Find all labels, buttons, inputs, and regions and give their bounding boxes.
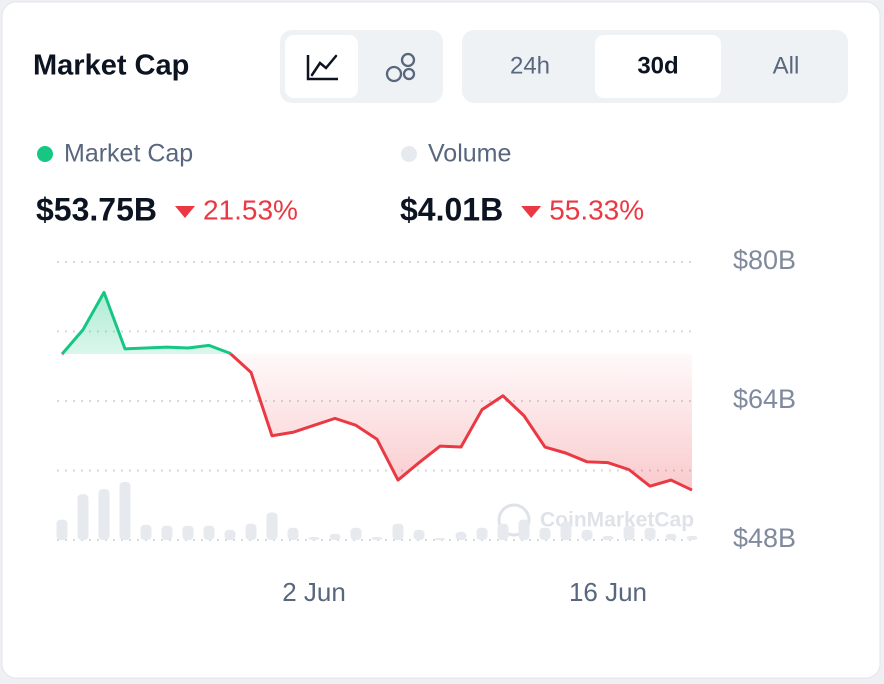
volume-bar bbox=[455, 531, 467, 540]
line-icon-axis bbox=[306, 55, 338, 81]
volume-bar bbox=[56, 519, 68, 540]
watermark-logo bbox=[497, 503, 531, 537]
volume-bar bbox=[329, 533, 341, 540]
volume-bar bbox=[539, 527, 551, 540]
volume-bar bbox=[308, 536, 320, 540]
legend-label: Volume bbox=[428, 140, 511, 168]
volume-bar bbox=[119, 482, 131, 540]
range-selected[interactable] bbox=[595, 35, 721, 98]
volume-bar bbox=[476, 527, 488, 540]
volume-bar bbox=[644, 527, 656, 540]
x-tick-label: 2 Jun bbox=[282, 577, 346, 607]
volume-bar bbox=[371, 536, 383, 540]
change-percent: 55.33% bbox=[549, 194, 644, 225]
legend-label: Market Cap bbox=[64, 140, 193, 168]
y-tick-label: $64B bbox=[733, 384, 796, 414]
current-value: $53.75B bbox=[36, 191, 157, 227]
line-icon bbox=[310, 54, 338, 77]
volume-bar bbox=[497, 523, 509, 540]
volume-bar bbox=[581, 529, 593, 540]
market-cap-line bbox=[60, 290, 693, 492]
volume-bar bbox=[560, 521, 572, 540]
watermark: CoinMarketCap bbox=[540, 509, 694, 532]
volume-bar bbox=[140, 524, 152, 540]
area bbox=[62, 292, 692, 491]
volume-bar bbox=[623, 525, 635, 540]
volume-bar bbox=[413, 529, 425, 540]
volume-bar bbox=[665, 533, 677, 540]
volume-bar bbox=[686, 535, 698, 540]
volume-bar bbox=[77, 494, 89, 540]
title: Market Cap bbox=[33, 50, 189, 82]
bubble-chart-button[interactable] bbox=[385, 52, 416, 83]
legend-dot bbox=[401, 146, 417, 162]
volume-bar bbox=[350, 527, 362, 540]
volume-bar bbox=[98, 489, 110, 540]
down-arrow bbox=[521, 206, 542, 218]
y-tick-label: $80B bbox=[733, 245, 796, 275]
volume-bar bbox=[434, 537, 446, 540]
volume-bar bbox=[245, 523, 257, 540]
range-button[interactable]: 24h bbox=[510, 52, 550, 79]
down-arrow bbox=[174, 206, 195, 218]
volume-bar bbox=[161, 525, 173, 540]
range-button[interactable]: All bbox=[773, 52, 800, 79]
line-chart-button[interactable] bbox=[285, 35, 358, 98]
volume-bar bbox=[518, 519, 530, 540]
volume-bar bbox=[203, 525, 215, 540]
current-value: $4.01B bbox=[400, 191, 503, 227]
volume-bar bbox=[602, 535, 614, 540]
volume-bar bbox=[266, 512, 278, 540]
volume-bar bbox=[182, 525, 194, 540]
volume-bar bbox=[287, 527, 299, 540]
change-percent: 21.53% bbox=[203, 194, 298, 225]
volume-bar bbox=[224, 529, 236, 540]
range-button[interactable]: 30d bbox=[637, 52, 678, 79]
x-tick-label: 16 Jun bbox=[569, 577, 647, 607]
y-tick-label: $48B bbox=[733, 523, 796, 553]
legend-dot bbox=[37, 146, 53, 162]
volume-bar bbox=[392, 523, 404, 540]
